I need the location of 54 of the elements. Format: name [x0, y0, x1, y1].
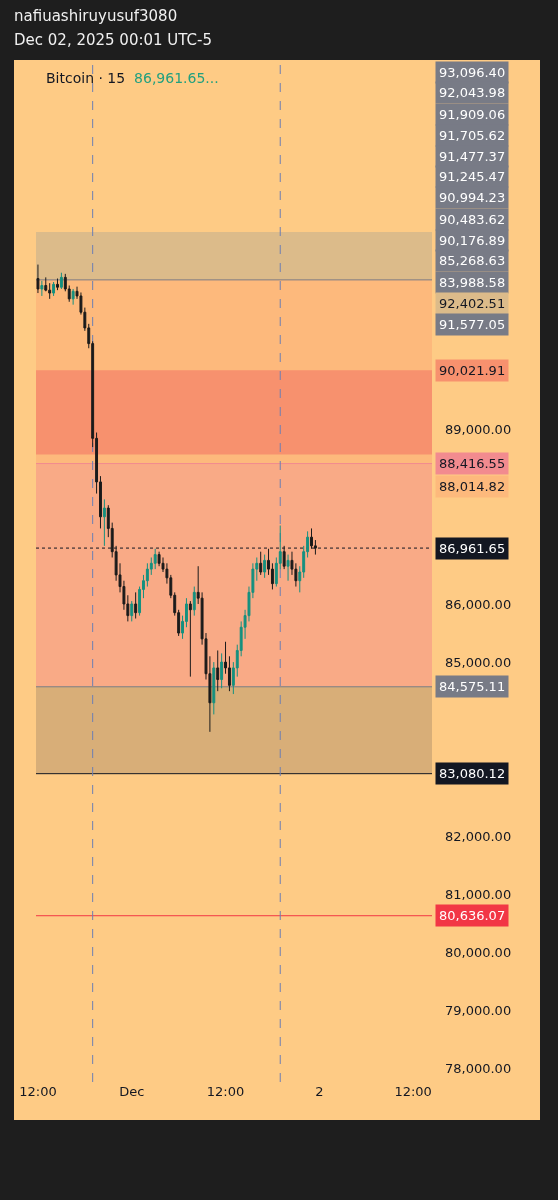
- text: 92,043.98: [439, 85, 506, 100]
- x-tick-label: Dec: [119, 1084, 145, 1099]
- candlestick: [52, 281, 56, 297]
- x-tick-label: 12:00: [394, 1084, 432, 1099]
- ref-line-label: 83,080.12: [439, 766, 506, 781]
- text: 85,268.63: [439, 253, 506, 268]
- ref-line-label: 91,577.05: [439, 317, 506, 332]
- candlestick: [59, 272, 63, 290]
- y-tick-label: 86,000.00: [445, 596, 512, 612]
- text: 90,994.23: [439, 190, 506, 205]
- y-tick-label: 85,000.00: [445, 654, 512, 670]
- x-tick-label: 12:00: [19, 1084, 57, 1099]
- candlestick: [56, 278, 59, 291]
- candlestick: [259, 551, 263, 576]
- band-label: 90,021.91: [439, 363, 506, 378]
- text: 83,988.58: [439, 275, 506, 290]
- band-label: 92,402.51: [439, 296, 506, 311]
- candlestick: [220, 652, 224, 689]
- text: 93,096.40: [439, 65, 506, 80]
- candlestick: [40, 280, 44, 297]
- candlestick: [286, 554, 290, 582]
- ref-line-label: 88,416.55: [439, 456, 506, 471]
- candlestick: [212, 661, 216, 715]
- x-tick-label: 12:00: [206, 1084, 245, 1099]
- candlestick: [102, 498, 106, 547]
- y-tick-label: 82,000.00: [445, 829, 512, 844]
- candlestick: [130, 600, 134, 622]
- candlestick: [134, 591, 138, 620]
- candlestick: [192, 586, 196, 617]
- text: nafiuashiruyusuf3080: [14, 6, 179, 27]
- ref-line-label: 84,575.11: [439, 679, 506, 694]
- text: 91,245.47: [439, 169, 506, 184]
- ref-line-label: 80,636.07: [439, 908, 506, 923]
- candlestick: [71, 288, 75, 306]
- y-tick-label: 79,000.00: [445, 1003, 512, 1019]
- y-tick-label: 89,000.00: [445, 422, 512, 438]
- text: 91,477.37: [439, 149, 506, 164]
- text: 90,483.62: [439, 212, 506, 227]
- band-label: 88,014.82: [439, 479, 506, 494]
- y-tick-label: 80,000.00: [445, 945, 512, 961]
- candlestick: [263, 554, 267, 579]
- text: 90,176.89: [439, 233, 506, 248]
- y-tick-label: 78,000.00: [445, 1061, 512, 1077]
- text: 86,961.65...: [134, 70, 219, 86]
- candlestick: [216, 649, 220, 692]
- text: Dec 02, 2025 00:01 UTC-5: [14, 30, 213, 51]
- ref-line-label: 86,961.65: [439, 541, 506, 556]
- candlestick: [188, 600, 192, 678]
- text: 91,909.06: [439, 107, 506, 122]
- y-tick-label: 81,000.00: [445, 887, 512, 903]
- text: 91,705.62: [439, 128, 506, 143]
- candlestick: [36, 264, 40, 294]
- x-tick-label: 2: [315, 1084, 324, 1099]
- text: Bitcoin · 15: [46, 70, 126, 86]
